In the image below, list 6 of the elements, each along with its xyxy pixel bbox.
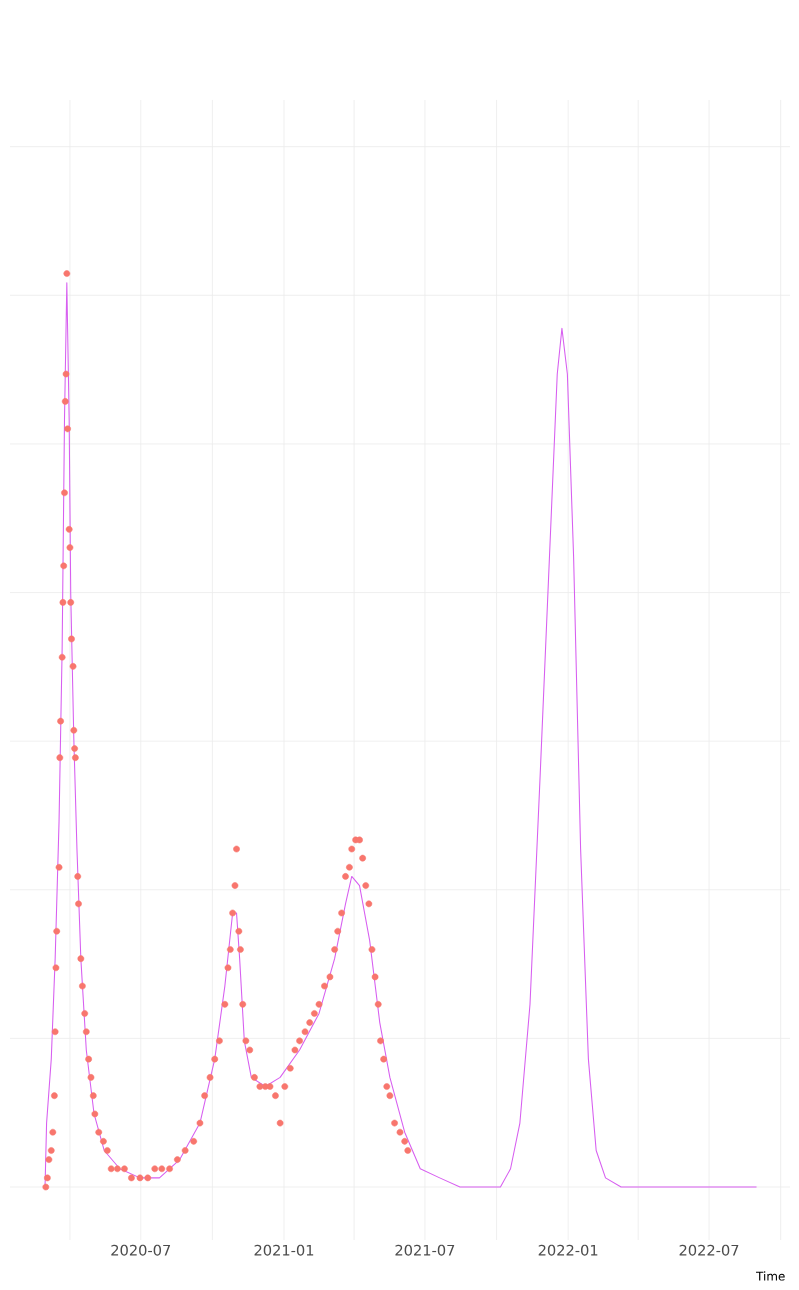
x-tick-label: 2021-07 [395, 1244, 455, 1256]
x-axis-title: Time [756, 1271, 785, 1281]
x-tick-label: 2022-07 [679, 1244, 739, 1256]
x-tick-label: 2020-07 [111, 1244, 171, 1256]
x-tick-label: 2021-01 [254, 1244, 314, 1256]
x-tick-label: 2022-01 [538, 1244, 598, 1256]
